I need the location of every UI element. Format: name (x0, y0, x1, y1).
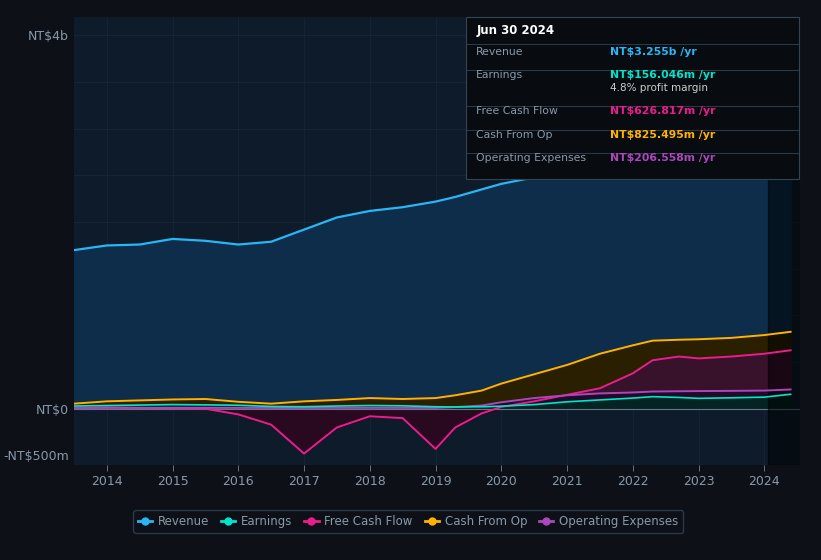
Text: NT$825.495m /yr: NT$825.495m /yr (610, 130, 715, 140)
Legend: Revenue, Earnings, Free Cash Flow, Cash From Op, Operating Expenses: Revenue, Earnings, Free Cash Flow, Cash … (133, 510, 683, 533)
Text: Operating Expenses: Operating Expenses (476, 153, 586, 164)
Text: NT$3.255b /yr: NT$3.255b /yr (610, 47, 697, 57)
Text: 4.8% profit margin: 4.8% profit margin (610, 83, 708, 93)
Text: Revenue: Revenue (476, 47, 524, 57)
Text: Jun 30 2024: Jun 30 2024 (476, 24, 554, 36)
Text: NT$206.558m /yr: NT$206.558m /yr (610, 153, 715, 164)
Text: Cash From Op: Cash From Op (476, 130, 553, 140)
Bar (768, 17, 810, 465)
Text: Earnings: Earnings (476, 71, 523, 81)
Text: NT$626.817m /yr: NT$626.817m /yr (610, 106, 716, 116)
Text: Free Cash Flow: Free Cash Flow (476, 106, 558, 116)
Text: NT$156.046m /yr: NT$156.046m /yr (610, 71, 715, 81)
